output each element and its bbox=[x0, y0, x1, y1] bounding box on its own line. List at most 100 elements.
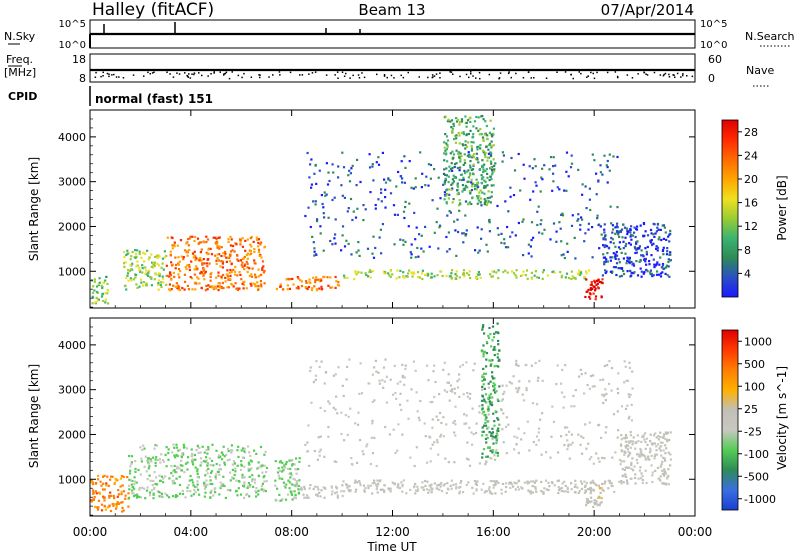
velocity-cell bbox=[439, 411, 442, 415]
power-cell bbox=[457, 131, 460, 135]
power-cell bbox=[657, 228, 660, 231]
power-cell bbox=[465, 121, 468, 124]
power-cell bbox=[633, 245, 636, 248]
velocity-cell bbox=[158, 495, 161, 498]
power-cell bbox=[483, 179, 486, 182]
velocity-cell bbox=[418, 419, 421, 422]
power-cell bbox=[130, 279, 133, 282]
power-cell bbox=[176, 244, 179, 247]
power-cell bbox=[587, 228, 590, 231]
power-cell bbox=[492, 144, 495, 147]
velocity-cell bbox=[526, 482, 529, 485]
power-ytick-label: 1000 bbox=[58, 265, 86, 278]
power-cell bbox=[447, 181, 450, 184]
power-cell bbox=[481, 191, 484, 194]
power-cell bbox=[156, 262, 159, 265]
velocity-cell bbox=[523, 432, 526, 435]
velocity-cell bbox=[655, 436, 658, 439]
power-colorbar-tick-label: 4 bbox=[744, 267, 751, 280]
velocity-cell bbox=[661, 482, 664, 485]
power-cell bbox=[411, 275, 414, 278]
power-cell bbox=[602, 238, 605, 241]
velocity-cell bbox=[171, 482, 175, 485]
velocity-cell bbox=[478, 405, 481, 408]
velocity-cell bbox=[185, 447, 188, 450]
velocity-cell bbox=[541, 491, 544, 494]
power-cell bbox=[166, 274, 169, 277]
velocity-cell bbox=[485, 416, 488, 419]
velocity-cell bbox=[453, 461, 456, 464]
power-cell bbox=[456, 188, 459, 192]
power-cell bbox=[561, 214, 565, 217]
velocity-cell bbox=[598, 504, 601, 507]
power-cell bbox=[161, 257, 164, 260]
velocity-cell bbox=[469, 392, 472, 395]
velocity-cell bbox=[153, 487, 156, 491]
power-cell bbox=[193, 268, 196, 271]
power-cell bbox=[150, 265, 153, 268]
velocity-cell bbox=[138, 486, 141, 489]
power-cell bbox=[354, 216, 358, 219]
power-cell bbox=[651, 275, 654, 278]
power-cell bbox=[387, 177, 390, 180]
velocity-cell bbox=[191, 458, 194, 461]
velocity-cell bbox=[489, 392, 493, 396]
power-cell bbox=[200, 270, 203, 273]
velocity-cell bbox=[481, 374, 484, 377]
power-cell bbox=[625, 227, 628, 230]
power-cell bbox=[127, 270, 130, 273]
nave-dot bbox=[108, 75, 110, 78]
velocity-cell bbox=[497, 365, 500, 368]
power-cell bbox=[365, 273, 368, 277]
power-cell bbox=[624, 236, 627, 239]
velocity-cell bbox=[458, 492, 461, 495]
power-cell bbox=[251, 267, 254, 270]
velocity-cell bbox=[492, 382, 495, 385]
velocity-cell bbox=[482, 411, 485, 414]
power-cell bbox=[480, 237, 483, 240]
power-cell bbox=[652, 258, 655, 261]
velocity-cell bbox=[662, 435, 665, 438]
velocity-cell bbox=[213, 488, 216, 491]
power-cell bbox=[584, 295, 587, 299]
velocity-cell bbox=[471, 486, 474, 489]
velocity-cell bbox=[586, 498, 589, 501]
velocity-cell bbox=[547, 488, 550, 492]
power-cell bbox=[421, 172, 424, 175]
velocity-cell bbox=[309, 483, 312, 487]
velocity-cell bbox=[363, 490, 366, 493]
power-cell bbox=[658, 273, 661, 276]
velocity-cell bbox=[489, 449, 492, 452]
power-cell bbox=[299, 279, 302, 282]
velocity-cell bbox=[440, 482, 443, 485]
power-cell bbox=[465, 229, 468, 232]
power-cell bbox=[543, 164, 546, 167]
power-cell bbox=[257, 250, 261, 254]
velocity-cell bbox=[263, 474, 266, 478]
velocity-cell bbox=[303, 496, 306, 499]
velocity-cell bbox=[528, 449, 531, 452]
power-cell bbox=[596, 217, 599, 220]
velocity-cell bbox=[150, 460, 153, 463]
velocity-cell bbox=[562, 406, 565, 409]
velocity-cell bbox=[175, 477, 178, 480]
velocity-cell bbox=[595, 484, 598, 487]
velocity-cell bbox=[654, 453, 657, 456]
power-colorbar bbox=[721, 119, 739, 298]
power-cell bbox=[157, 288, 160, 291]
power-cell bbox=[96, 285, 99, 288]
velocity-cell bbox=[488, 326, 491, 330]
velocity-cell bbox=[572, 394, 575, 397]
velocity-cell bbox=[354, 479, 357, 482]
power-cell bbox=[455, 137, 458, 140]
velocity-cell bbox=[603, 393, 606, 396]
power-cell bbox=[239, 259, 243, 262]
power-cell bbox=[485, 124, 488, 128]
nave-dot bbox=[472, 75, 474, 77]
velocity-cell bbox=[251, 474, 254, 477]
power-cell bbox=[296, 275, 299, 279]
velocity-cell bbox=[127, 492, 130, 495]
velocity-cell bbox=[436, 438, 439, 442]
nave-dot bbox=[450, 71, 453, 73]
velocity-cell bbox=[517, 488, 521, 491]
